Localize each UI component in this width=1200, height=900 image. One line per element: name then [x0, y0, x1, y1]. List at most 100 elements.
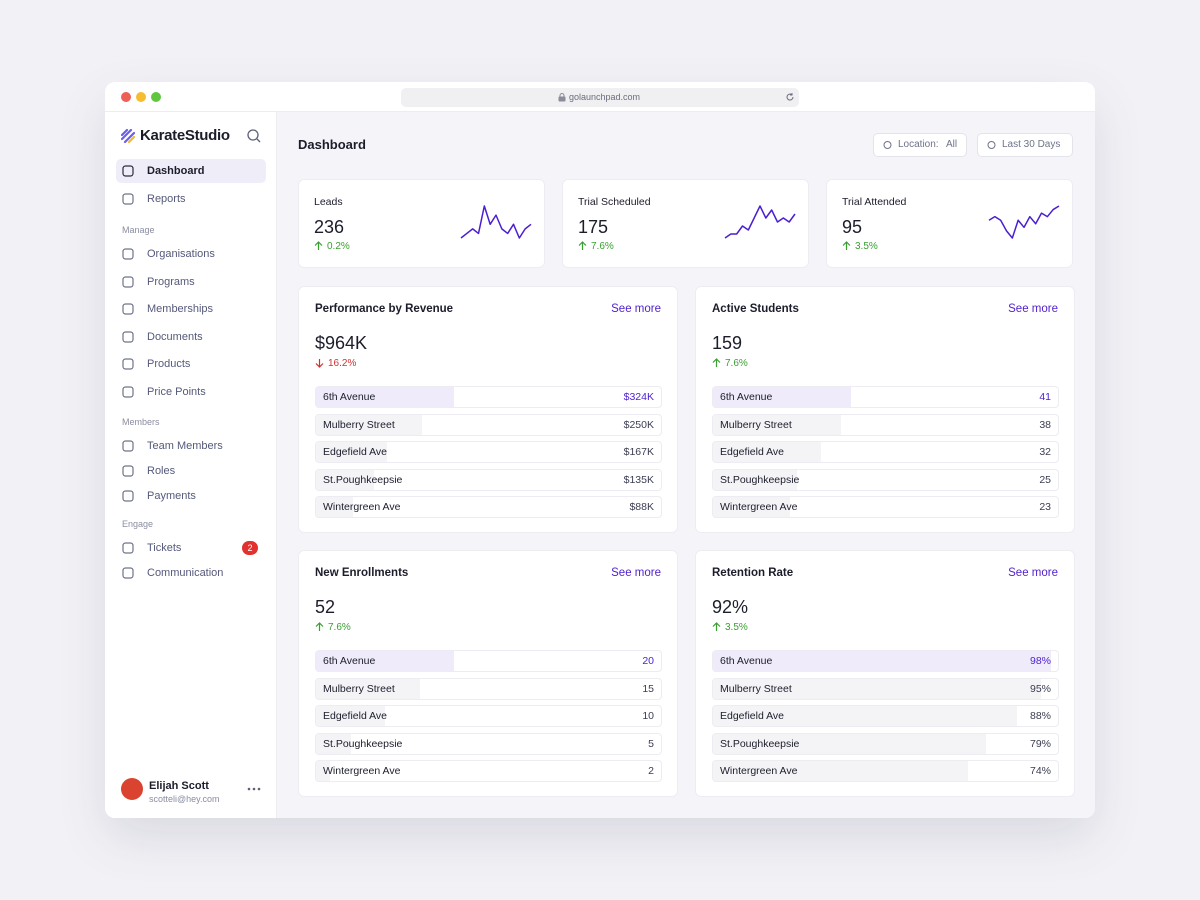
row-value: 41: [1039, 391, 1051, 403]
nav-label: Tickets: [147, 542, 182, 554]
panel-title: Retention Rate: [712, 567, 794, 579]
nav-item[interactable]: Tickets 2: [116, 536, 266, 560]
main: Dashboard Location: All Last 30 Days Leads 2…: [277, 112, 1095, 818]
breakdown-row: St.Poughkeepsie 5: [315, 732, 662, 755]
nav-icon: [122, 385, 134, 398]
panel-change: 7.6%: [328, 622, 351, 633]
panel-value: 159: [712, 333, 743, 353]
breakdown-bar: [713, 414, 841, 435]
search-button[interactable]: [247, 129, 261, 143]
row-value: 5: [648, 737, 654, 750]
nav-item[interactable]: Payments: [116, 484, 266, 508]
sparkline-path: [724, 205, 796, 239]
minimize-dot[interactable]: [136, 92, 146, 102]
sparkline-path: [988, 205, 1060, 239]
kpi-value: 236: [314, 217, 345, 237]
nav-icon: [122, 465, 134, 477]
nav-item[interactable]: Documents: [116, 325, 266, 349]
row-name: Mulberry Street: [323, 418, 395, 431]
panel-change: 7.6%: [725, 358, 748, 369]
row-name: 6th Avenue: [323, 391, 376, 403]
row-name: Edgefield Ave: [720, 446, 785, 458]
breakdown-row: 6th Avenue 41: [712, 386, 1059, 408]
see-more[interactable]: See more: [611, 567, 661, 579]
filter-label: Location:: [898, 139, 939, 150]
kpi-card: Trial Scheduled 175 7.6%: [562, 179, 809, 268]
nav-item[interactable]: Dashboard: [116, 159, 266, 183]
trend-arrow: [712, 358, 721, 367]
nav-label: Price Points: [147, 385, 206, 398]
breakdown-bar: [713, 387, 851, 407]
lock-icon: [558, 93, 566, 102]
nav-item[interactable]: Organisations: [116, 242, 266, 266]
row-value: 95%: [1029, 682, 1051, 695]
panel-title: Performance by Revenue: [315, 303, 454, 315]
kpi-label: Trial Attended: [842, 196, 907, 208]
user-menu[interactable]: [247, 787, 261, 791]
close-dot[interactable]: [121, 92, 131, 102]
breakdown-row: Edgefield Ave 32: [712, 441, 1059, 463]
see-more[interactable]: See more: [1008, 567, 1058, 579]
panel: Performance by Revenue See more $964K 16.2%…: [298, 286, 678, 533]
row-value: 15: [642, 682, 654, 695]
breakdown-row: St.Poughkeepsie 79%: [712, 732, 1059, 755]
nav-item[interactable]: Products: [116, 352, 266, 376]
see-more[interactable]: See more: [611, 303, 661, 315]
breakdown-bar: [316, 414, 423, 435]
url-text: golaunchpad.com: [569, 92, 641, 102]
nav-label: Team Members: [147, 440, 223, 452]
trend-arrow: [578, 241, 587, 250]
row-value: $88K: [629, 501, 654, 513]
nav-item[interactable]: Programs: [116, 270, 266, 294]
breakdown-bar: [316, 497, 354, 517]
nav-label: Documents: [147, 330, 203, 343]
filter-button[interactable]: Location: All: [873, 133, 967, 157]
row-value: $167K: [623, 446, 654, 458]
nav-item[interactable]: Roles: [116, 459, 266, 483]
app-window: golaunchpad.com KarateStudio Dashboard Re…: [105, 82, 1095, 818]
breakdown-row: Mulberry Street 38: [712, 413, 1059, 436]
breakdown-bar: [316, 387, 454, 407]
kpi-change: 0.2%: [327, 241, 350, 252]
user-avatar[interactable]: [121, 778, 143, 800]
kpi-value: 95: [842, 217, 863, 237]
breakdown-row: Edgefield Ave $167K: [315, 441, 662, 463]
nav-item[interactable]: Reports: [116, 187, 266, 211]
badge: 2: [242, 541, 258, 555]
row-name: St.Poughkeepsie: [323, 737, 403, 750]
row-name: St.Poughkeepsie: [720, 737, 800, 750]
filter-icon: [987, 141, 996, 149]
breakdown-bar: [713, 442, 821, 462]
breakdown-bar: [316, 678, 420, 699]
trend-arrow: [842, 241, 851, 250]
brand-name: KarateStudio: [140, 127, 230, 144]
row-name: 6th Avenue: [720, 655, 773, 667]
nav-icon: [122, 567, 134, 579]
row-value: 2: [648, 765, 654, 777]
nav-item[interactable]: Price Points: [116, 380, 266, 404]
panel-value: 92%: [712, 597, 749, 617]
see-more[interactable]: See more: [1008, 303, 1058, 315]
url-bar[interactable]: golaunchpad.com: [401, 88, 799, 107]
panel-change: 16.2%: [328, 358, 357, 369]
nav-item[interactable]: Communication: [116, 561, 266, 585]
nav-icon: [122, 275, 134, 288]
section-title: Engage: [122, 519, 154, 529]
nav-icon: [122, 330, 134, 343]
filter-button[interactable]: Last 30 Days: [977, 133, 1073, 157]
filter-label: Last 30 Days: [1002, 139, 1061, 150]
filter-icon: [883, 141, 892, 149]
nav-label: Communication: [147, 567, 224, 579]
maximize-dot[interactable]: [151, 92, 161, 102]
nav-item[interactable]: Team Members: [116, 434, 266, 458]
breakdown-row: Edgefield Ave 88%: [712, 705, 1059, 727]
breakdown-bar: [316, 761, 330, 781]
reload-icon[interactable]: [785, 92, 795, 102]
row-name: Mulberry Street: [720, 682, 792, 695]
nav-icon: [122, 165, 134, 177]
nav: Dashboard Reports Manage Organisations Progr…: [105, 112, 277, 752]
row-value: 74%: [1029, 765, 1051, 777]
nav-item[interactable]: Memberships: [116, 297, 266, 321]
breakdown-bar: [713, 497, 791, 517]
